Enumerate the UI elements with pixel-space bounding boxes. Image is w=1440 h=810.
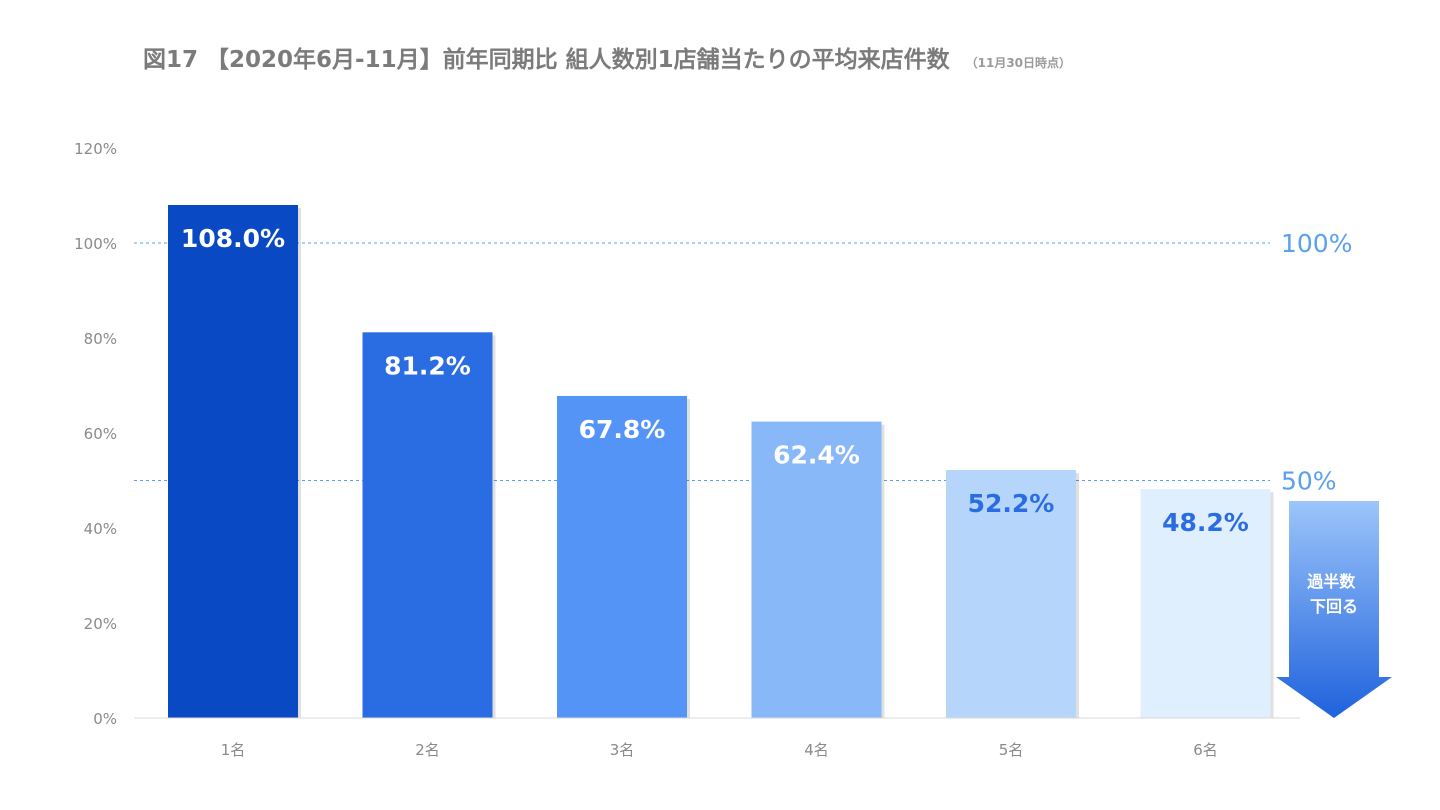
below-majority-arrow: 過半数 下回る	[1276, 501, 1392, 718]
x-tick-label: 2名	[415, 741, 440, 759]
y-tick-label: 120%	[74, 140, 117, 158]
x-axis: 1名 2名 3名 4名 5名 6名	[221, 741, 1218, 759]
reference-line-label: 100%	[1281, 229, 1352, 258]
arrow-text-line-2: 下回る	[1310, 597, 1358, 616]
y-tick-label: 20%	[84, 615, 117, 633]
bar	[168, 205, 298, 718]
reference-lines: 100% 50%	[134, 229, 1352, 496]
bar-value-label: 67.8%	[579, 415, 666, 444]
bar	[751, 421, 882, 718]
bar-value-label: 52.2%	[968, 489, 1055, 518]
bar	[946, 470, 1076, 718]
chart-title-main: 図17 【2020年6月-11月】前年同期比 組人数別1店舗当たりの平均来店件数	[143, 46, 951, 73]
y-tick-label: 100%	[74, 235, 117, 253]
y-tick-label: 80%	[84, 330, 117, 348]
x-tick-label: 4名	[804, 741, 829, 759]
bar	[557, 395, 687, 718]
y-tick-label: 0%	[93, 710, 117, 728]
arrow-text-line-1: 過半数	[1306, 572, 1356, 591]
y-tick-label: 60%	[84, 425, 117, 443]
y-tick-label: 40%	[84, 520, 117, 538]
chart-title: 図17 【2020年6月-11月】前年同期比 組人数別1店舗当たりの平均来店件数…	[143, 46, 1071, 73]
bar	[362, 332, 493, 718]
bar-value-label: 81.2%	[384, 351, 471, 380]
down-arrow-icon	[1276, 501, 1392, 718]
bar-value-label: 108.0%	[181, 224, 285, 253]
x-tick-label: 6名	[1193, 741, 1218, 759]
x-tick-label: 3名	[610, 741, 635, 759]
y-axis: 0% 20% 40% 60% 80% 100% 120%	[74, 140, 117, 728]
svg-text:過半数 下回る: 過半数 下回る	[1306, 572, 1361, 616]
bars: 108.0% 81.2% 67.8% 62.4% 52.2% 48.2%	[168, 205, 1274, 718]
bar-value-label: 48.2%	[1162, 508, 1249, 537]
bar-value-label: 62.4%	[773, 441, 860, 470]
chart-subtitle: （11月30日時点）	[966, 55, 1071, 70]
reference-line-label: 50%	[1281, 467, 1337, 496]
bar	[1140, 489, 1271, 718]
x-tick-label: 1名	[221, 741, 246, 759]
x-tick-label: 5名	[999, 741, 1024, 759]
